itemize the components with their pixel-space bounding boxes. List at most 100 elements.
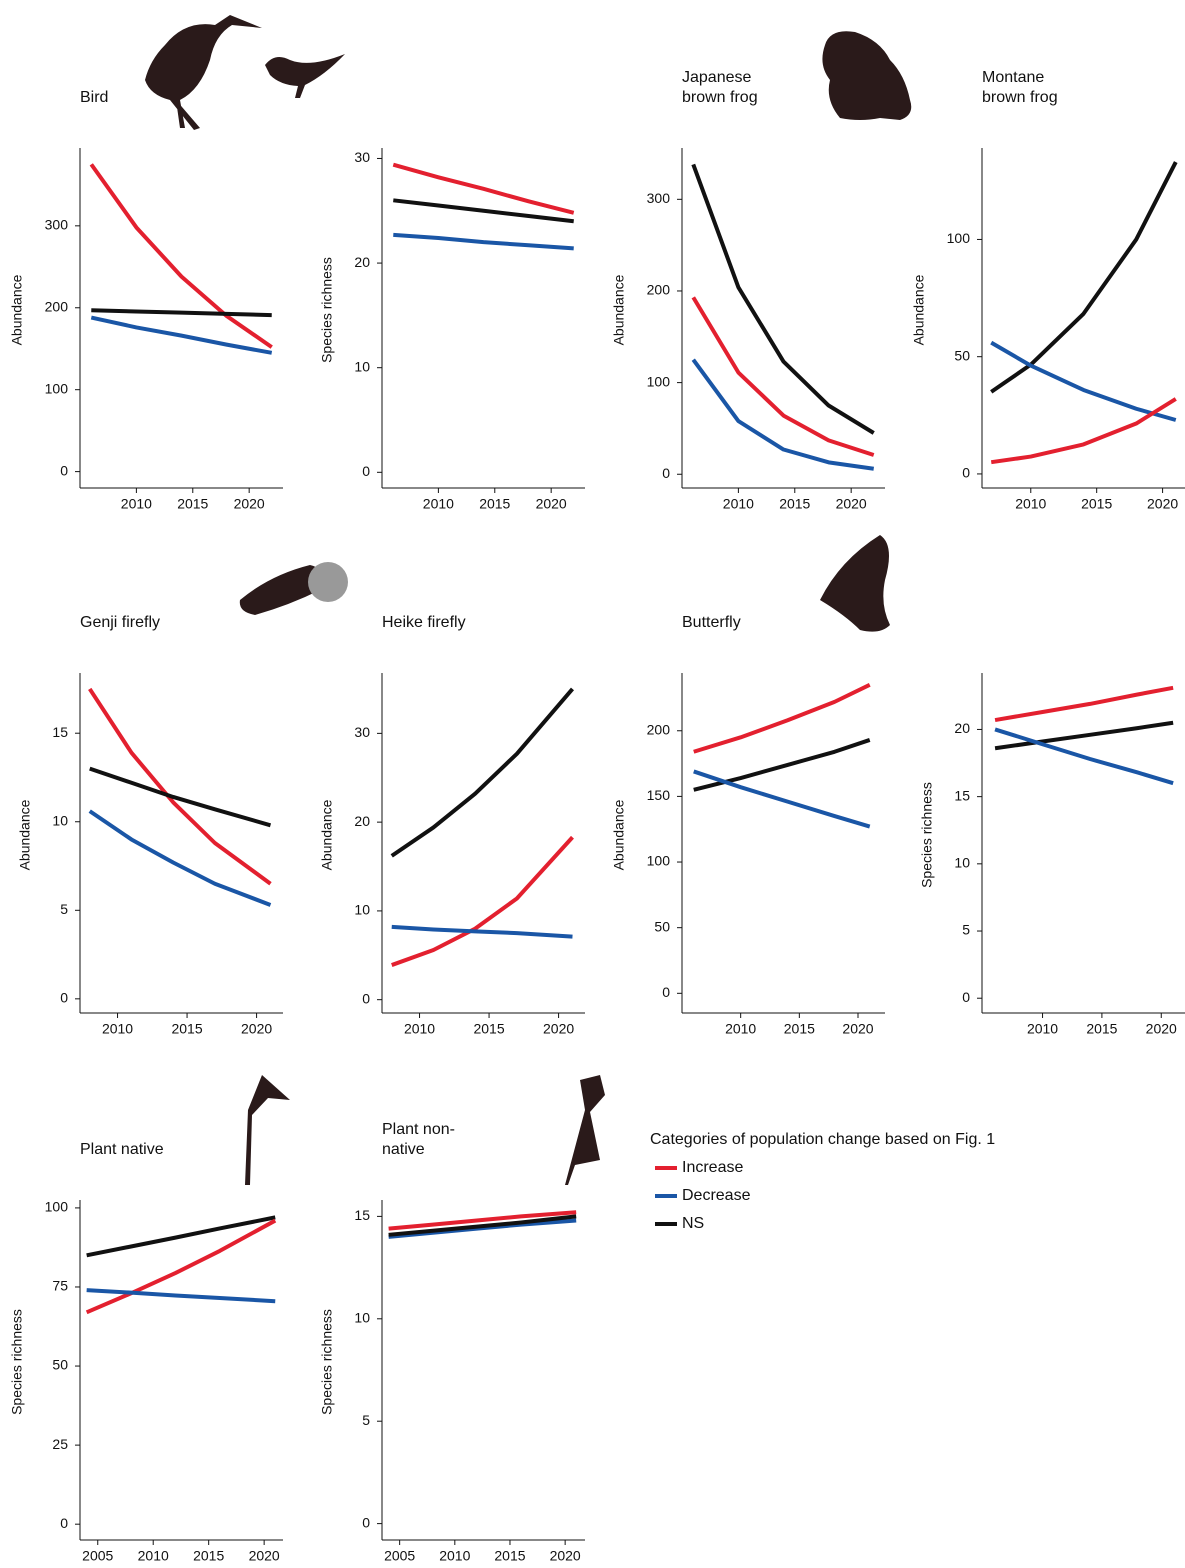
y-tick-label: 10 xyxy=(52,812,68,828)
y-tick-label: 200 xyxy=(45,298,69,314)
x-tick-label: 2010 xyxy=(121,496,152,512)
y-tick-label: 0 xyxy=(662,465,670,481)
x-tick-label: 2020 xyxy=(836,496,867,512)
y-tick-label: 100 xyxy=(45,380,69,396)
panel-title: Montane brown frog xyxy=(982,69,1058,106)
trend-line xyxy=(89,163,273,349)
x-tick-label: 2015 xyxy=(473,1021,504,1037)
x-tick-label: 2015 xyxy=(171,1021,202,1037)
y-axis-label: Abundance xyxy=(611,799,627,870)
y-tick-label: 50 xyxy=(52,1357,68,1373)
y-axis-label: Abundance xyxy=(611,274,627,345)
y-tick-label: 30 xyxy=(354,149,370,165)
x-tick-label: 2015 xyxy=(1086,1021,1117,1037)
x-tick-label: 2010 xyxy=(723,496,754,512)
y-tick-label: 15 xyxy=(954,787,970,803)
trend-line xyxy=(86,1215,276,1258)
trend-line xyxy=(89,766,272,828)
trend-line xyxy=(990,340,1177,422)
y-tick-label: 300 xyxy=(647,190,671,206)
y-axis-label: Species richness xyxy=(919,782,935,888)
y-tick-label: 0 xyxy=(662,984,670,1000)
y-axis-label: Abundance xyxy=(9,274,25,345)
y-tick-label: 100 xyxy=(647,373,671,389)
trend-line xyxy=(391,924,573,939)
panel-title: Plant non-native xyxy=(382,1121,455,1158)
trend-line xyxy=(388,1210,577,1231)
y-tick-label: 25 xyxy=(52,1436,68,1452)
y-tick-label: 50 xyxy=(954,347,970,363)
trend-line xyxy=(994,727,1174,786)
x-tick-label: 2010 xyxy=(1027,1021,1058,1037)
y-tick-label: 100 xyxy=(647,853,671,869)
x-tick-label: 2020 xyxy=(249,1548,280,1564)
x-tick-label: 2015 xyxy=(784,1021,815,1037)
y-axis-label: Species richness xyxy=(319,1309,335,1415)
y-axis-label: Abundance xyxy=(17,799,33,870)
y-tick-label: 0 xyxy=(60,990,68,1006)
y-tick-label: 30 xyxy=(354,724,370,740)
panel-title: Butterfly xyxy=(682,614,741,631)
y-tick-label: 5 xyxy=(60,901,68,917)
trend-line xyxy=(994,720,1174,751)
y-tick-label: 20 xyxy=(354,254,370,270)
y-axis-label: Abundance xyxy=(319,799,335,870)
x-tick-label: 2020 xyxy=(1147,496,1178,512)
x-tick-label: 2020 xyxy=(234,496,265,512)
x-tick-label: 2015 xyxy=(193,1548,224,1564)
y-tick-label: 0 xyxy=(962,989,970,1005)
panel-title: Genji firefly xyxy=(80,614,161,631)
y-tick-label: 0 xyxy=(60,462,68,478)
panel-title: Heike firefly xyxy=(382,614,466,631)
y-tick-label: 0 xyxy=(362,1514,370,1530)
y-tick-label: 10 xyxy=(954,855,970,871)
x-tick-label: 2020 xyxy=(842,1021,873,1037)
trend-line xyxy=(390,687,575,858)
y-tick-label: 10 xyxy=(354,902,370,918)
flower2-icon xyxy=(565,1075,605,1185)
y-tick-label: 0 xyxy=(362,990,370,1006)
x-tick-label: 2020 xyxy=(543,1021,574,1037)
y-tick-label: 50 xyxy=(654,918,670,934)
firefly-icon xyxy=(239,565,324,615)
trend-line xyxy=(88,809,272,907)
y-tick-label: 10 xyxy=(354,1309,370,1325)
trend-line xyxy=(85,1218,277,1315)
y-axis-label: Species richness xyxy=(9,1309,25,1415)
panel-title: Bird xyxy=(80,89,109,106)
x-tick-label: 2005 xyxy=(384,1548,415,1564)
x-tick-label: 2015 xyxy=(479,496,510,512)
y-tick-label: 100 xyxy=(947,230,971,246)
y-tick-label: 100 xyxy=(45,1199,69,1215)
trend-line xyxy=(88,687,272,886)
trend-line xyxy=(86,1288,276,1304)
x-tick-label: 2015 xyxy=(1081,496,1112,512)
y-tick-label: 0 xyxy=(962,465,970,481)
trend-line xyxy=(393,232,574,251)
y-tick-label: 200 xyxy=(647,721,671,737)
legend-label: Decrease xyxy=(682,1187,751,1204)
y-tick-label: 15 xyxy=(52,724,68,740)
y-tick-label: 15 xyxy=(354,1207,370,1223)
trend-line xyxy=(391,835,574,967)
y-tick-label: 200 xyxy=(647,282,671,298)
crow-icon xyxy=(265,54,345,98)
x-tick-label: 2010 xyxy=(138,1548,169,1564)
x-tick-label: 2015 xyxy=(494,1548,525,1564)
y-tick-label: 5 xyxy=(962,922,970,938)
x-tick-label: 2020 xyxy=(536,496,567,512)
butterfly-icon xyxy=(820,535,890,632)
panel-title: Japanese brown frog xyxy=(682,69,758,106)
trend-line xyxy=(388,1214,577,1237)
trend-line xyxy=(691,358,875,471)
trend-line xyxy=(994,685,1174,723)
x-tick-label: 2010 xyxy=(439,1548,470,1564)
y-tick-label: 0 xyxy=(60,1515,68,1531)
x-tick-label: 2010 xyxy=(423,496,454,512)
y-tick-label: 20 xyxy=(954,720,970,736)
firefly-glow xyxy=(308,562,348,602)
x-tick-label: 2020 xyxy=(550,1548,581,1564)
y-tick-label: 75 xyxy=(52,1278,68,1294)
